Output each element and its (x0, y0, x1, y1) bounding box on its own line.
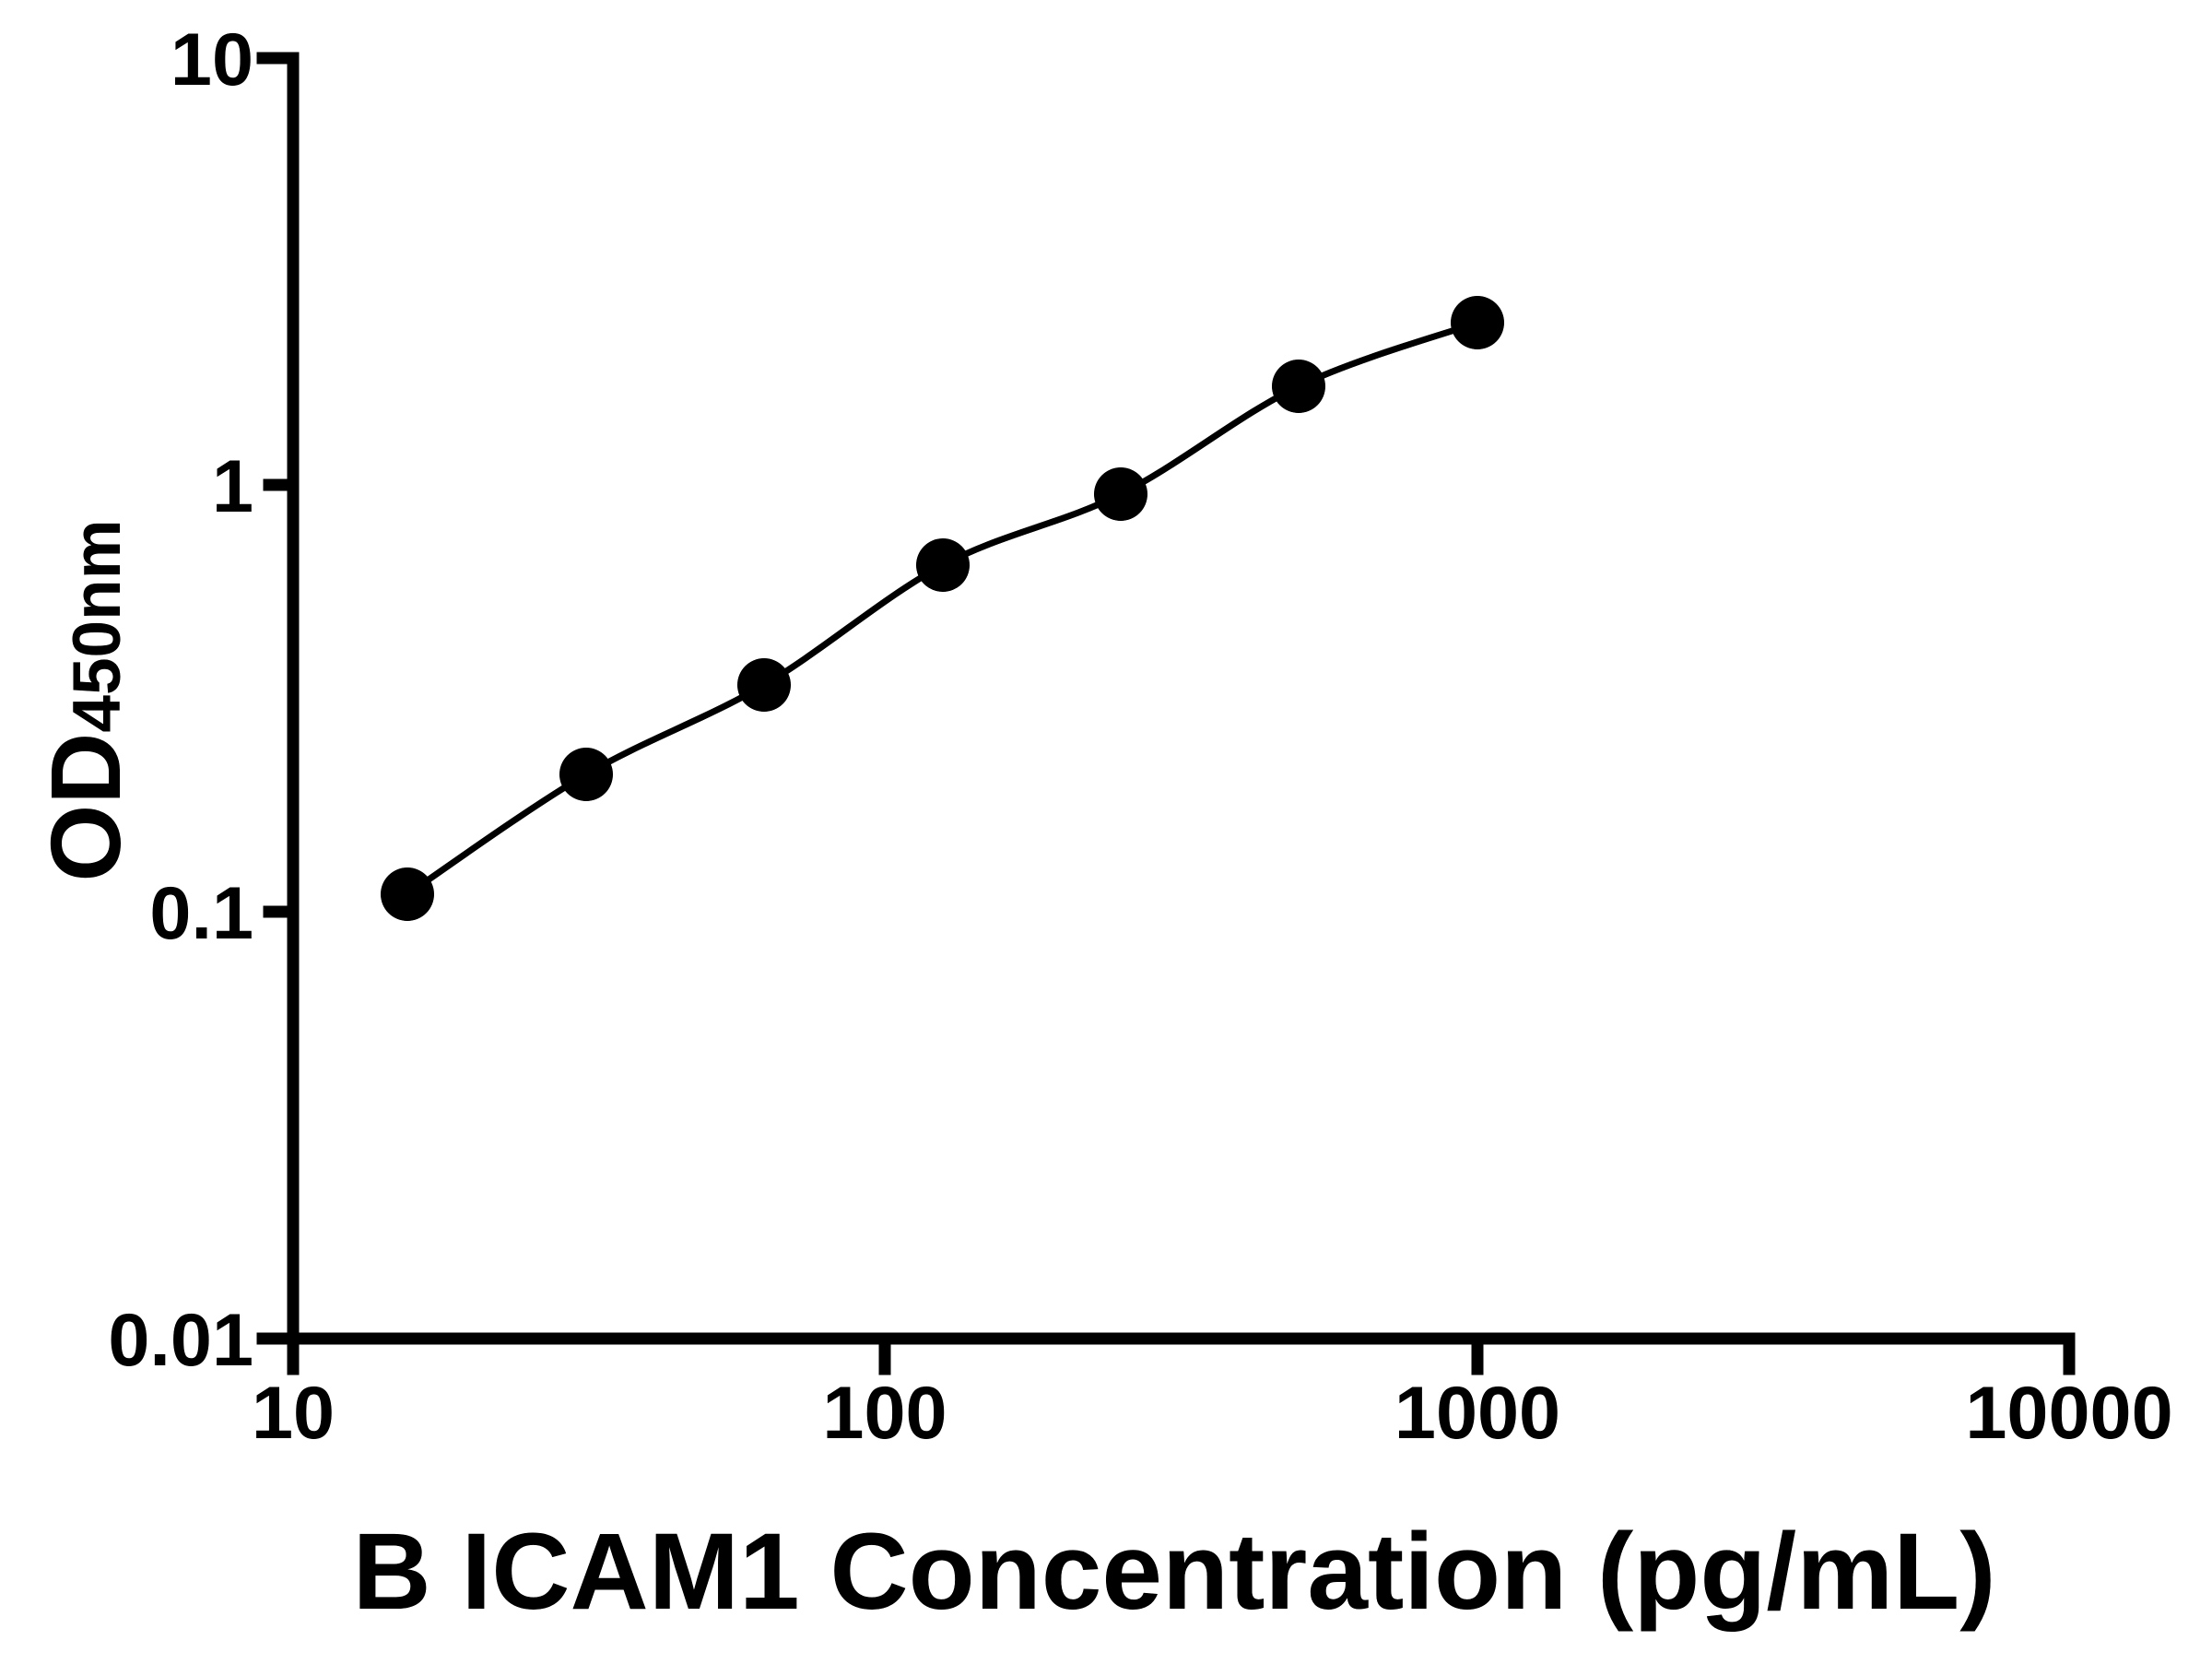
svg-text:1: 1 (212, 445, 253, 528)
svg-text:B ICAM1 Concentration (pg/mL): B ICAM1 Concentration (pg/mL) (352, 1511, 1995, 1633)
svg-text:0.01: 0.01 (108, 1299, 253, 1382)
svg-text:1000: 1000 (1394, 1372, 1560, 1455)
svg-text:10: 10 (171, 18, 253, 101)
svg-text:10000: 10000 (1965, 1372, 2172, 1455)
svg-text:10: 10 (252, 1372, 335, 1455)
svg-text:0.1: 0.1 (149, 872, 253, 955)
svg-text:100: 100 (822, 1372, 947, 1455)
